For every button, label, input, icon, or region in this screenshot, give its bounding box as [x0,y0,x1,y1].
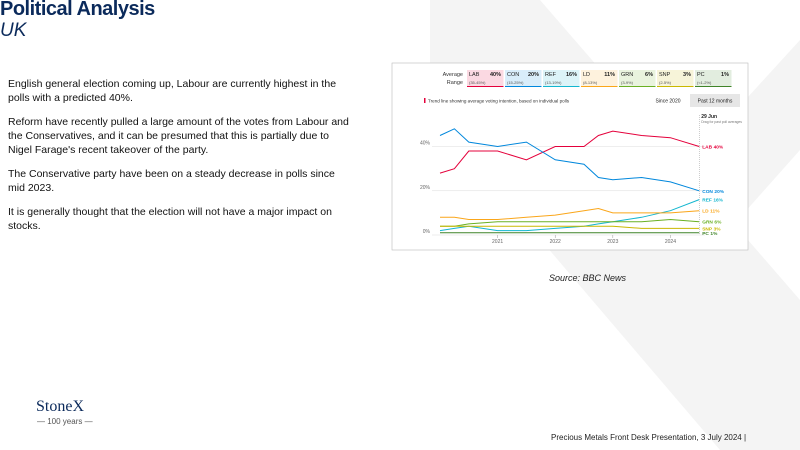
party-name: LD [583,72,590,78]
y-tick-label: 40% [420,141,431,147]
legend-swatch [424,98,426,103]
chart-frame [391,62,749,251]
party-cell [581,70,618,87]
trend-line [439,128,700,192]
party-cell-border [543,86,580,87]
party-cell [467,70,504,87]
date-label: 29 Jun [701,114,717,120]
x-tick-label: 2021 [492,239,503,245]
trend-line [440,207,700,220]
party-name: PC [697,72,705,78]
party-cell [505,70,542,87]
party-range: (35-45%) [469,80,486,85]
end-label-value: 40% [714,145,724,151]
party-range: (15-25%) [507,80,524,85]
party-average: 11% [604,72,615,78]
legend-text: Trend line showing average voting intent… [428,99,570,104]
party-cell [619,70,656,87]
end-label: PC 1% [702,231,718,237]
footer: Precious Metals Front Desk Presentation,… [551,433,747,442]
end-label: REF 16% [702,198,723,204]
end-label-value: 16% [713,198,723,204]
button[interactable] [690,94,740,107]
end-label-name: LD [702,209,709,215]
party-cell-border [619,86,656,87]
party-average: 3% [683,72,691,78]
slide-subtitle: UK [0,20,27,41]
party-average: 20% [528,72,539,78]
party-cell [657,70,694,87]
party-average: 6% [645,72,653,78]
end-label-name: GRN [702,220,713,226]
end-label-name: PC [702,231,709,237]
party-average: 40% [490,72,501,78]
party-cell-border [505,86,542,87]
party-range: (2-5%) [659,80,672,85]
paragraph: Reform have recently pulled a large amou… [8,116,349,156]
party-cell-border [657,86,694,87]
end-label-value: 3% [714,226,722,232]
x-tick-label: 2024 [665,239,676,245]
end-label: SNP 3% [702,226,721,232]
x-tick-label: 2023 [607,239,618,245]
row-label: Average [443,72,463,78]
logo-tagline: — 100 years — [37,417,93,426]
end-label-name: CON [702,189,713,195]
party-range: (3-9%) [621,80,634,85]
party-name: REF [545,72,557,78]
trend-line [440,218,700,227]
party-cell [543,70,580,87]
logo: StoneX [36,398,84,415]
party-cell-border [695,86,732,87]
party-name: CON [507,72,519,78]
y-tick-label: 20% [420,185,431,191]
paragraph: It is generally thought that the electio… [8,206,332,232]
slide-title: Political Analysis [0,0,155,20]
party-range: (8-13%) [583,80,598,85]
party-range: (13-19%) [545,80,562,85]
end-label: LAB 40% [702,145,724,151]
end-label: CON 20% [702,189,725,195]
party-name: GRN [621,72,633,78]
party-name: LAB [469,72,480,78]
button-label[interactable]: Since 2020 [655,99,680,105]
button-label[interactable]: Past 12 months [698,99,733,105]
end-label: LD 11% [702,209,720,215]
end-label-name: REF [702,198,712,204]
x-tick-label: 2022 [550,239,561,245]
party-cell-border [467,86,504,87]
button[interactable] [648,94,688,107]
end-label-value: 11% [710,209,720,215]
y-tick-label: 0% [423,229,431,235]
body-text: English general election coming up, Labo… [8,77,353,243]
end-label-value: 6% [714,220,722,226]
end-label-value: 20% [714,189,724,195]
trend-line [439,130,700,174]
party-cell [695,70,732,87]
end-label-name: SNP [702,226,713,232]
party-range: (<1-2%) [697,80,712,85]
paragraph: English general election coming up, Labo… [8,78,337,104]
party-average: 16% [566,72,577,78]
end-label-value: 1% [710,231,718,237]
trend-line [440,225,700,229]
date-note: Drag for past poll averages [701,120,742,124]
paragraph: The Conservative party have been on a st… [8,168,335,194]
end-label-name: LAB [702,145,712,151]
source: Source: BBC News [549,273,627,283]
row-label: Range [447,80,463,86]
party-average: 1% [721,72,729,78]
party-name: SNP [659,72,671,78]
party-cell-border [581,86,618,87]
end-label: GRN 6% [702,220,722,226]
